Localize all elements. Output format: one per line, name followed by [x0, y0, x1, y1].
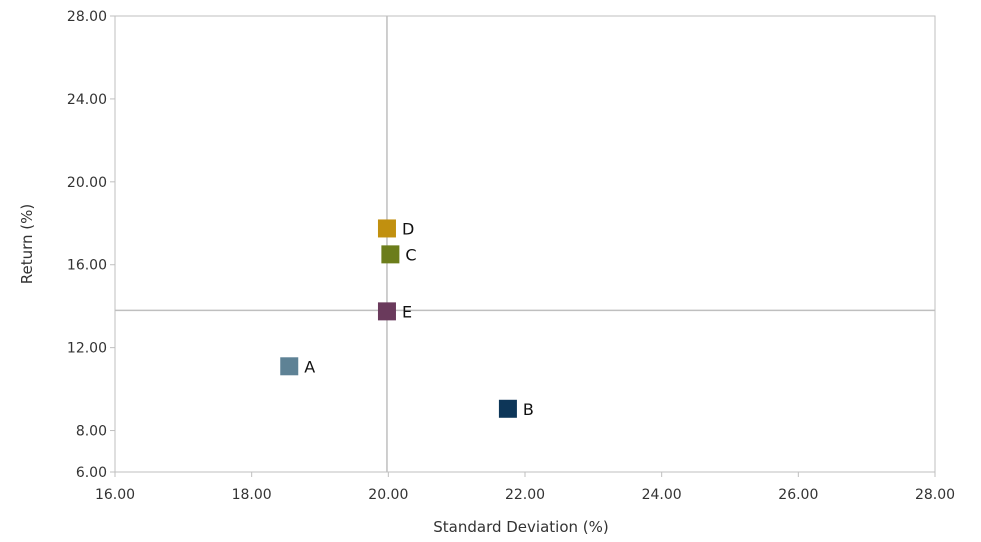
x-tick-label: 28.00: [915, 487, 955, 503]
data-point-b: B: [498, 399, 534, 419]
point-marker: [498, 399, 517, 418]
y-tick-label: 24.00: [67, 92, 107, 108]
x-tick-label: 20.00: [368, 487, 408, 503]
point-marker: [381, 245, 400, 264]
y-tick-label: 16.00: [67, 258, 107, 274]
point-label: C: [405, 245, 416, 264]
x-tick-label: 24.00: [642, 487, 682, 503]
x-axis-title: Standard Deviation (%): [433, 518, 608, 536]
data-point-d: D: [377, 219, 414, 238]
y-tick-label: 12.00: [67, 341, 107, 357]
point-label: D: [402, 219, 414, 238]
point-marker: [280, 357, 299, 376]
x-tick-label: 22.00: [505, 487, 545, 503]
data-point-e: E: [377, 302, 412, 321]
point-label: A: [304, 357, 315, 376]
x-tick-label: 26.00: [778, 487, 818, 503]
y-tick-label: 20.00: [67, 175, 107, 191]
plot-area: [114, 15, 936, 473]
x-tick-label: 18.00: [232, 487, 272, 503]
point-label: E: [402, 302, 412, 321]
point-marker: [377, 302, 396, 321]
point-marker: [377, 219, 396, 238]
x-tick-label: 16.00: [95, 487, 135, 503]
data-point-c: C: [381, 245, 417, 264]
data-point-a: A: [280, 357, 315, 376]
y-axis-title: Return (%): [18, 204, 36, 285]
y-tick-label: 28.00: [67, 9, 107, 25]
point-label: B: [523, 400, 534, 419]
y-tick-label: 6.00: [76, 465, 107, 481]
y-tick-label: 8.00: [76, 424, 107, 440]
